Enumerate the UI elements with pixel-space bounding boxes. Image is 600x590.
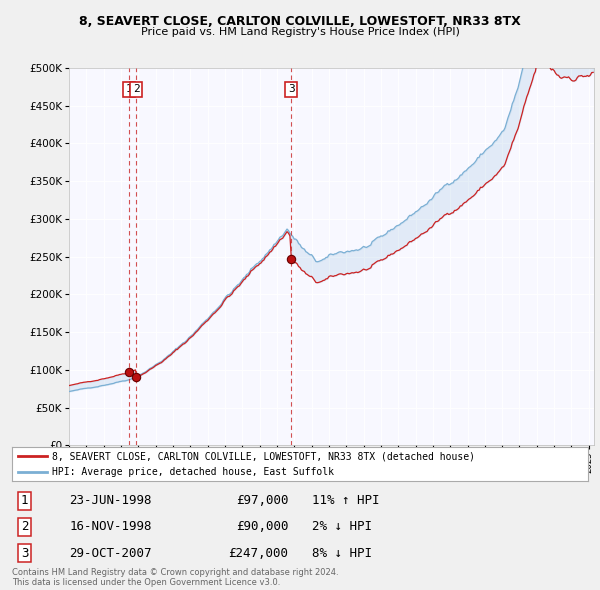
Text: 2: 2 — [133, 84, 140, 94]
Text: HPI: Average price, detached house, East Suffolk: HPI: Average price, detached house, East… — [52, 467, 334, 477]
Text: 3: 3 — [288, 84, 295, 94]
Text: 29-OCT-2007: 29-OCT-2007 — [70, 546, 152, 559]
Text: £97,000: £97,000 — [236, 494, 289, 507]
Text: 1: 1 — [126, 84, 133, 94]
Text: 11% ↑ HPI: 11% ↑ HPI — [311, 494, 379, 507]
Text: 1: 1 — [21, 494, 28, 507]
Text: 3: 3 — [21, 546, 28, 559]
Text: 8, SEAVERT CLOSE, CARLTON COLVILLE, LOWESTOFT, NR33 8TX: 8, SEAVERT CLOSE, CARLTON COLVILLE, LOWE… — [79, 15, 521, 28]
Text: 23-JUN-1998: 23-JUN-1998 — [70, 494, 152, 507]
Text: 8, SEAVERT CLOSE, CARLTON COLVILLE, LOWESTOFT, NR33 8TX (detached house): 8, SEAVERT CLOSE, CARLTON COLVILLE, LOWE… — [52, 451, 475, 461]
Text: 2: 2 — [21, 520, 28, 533]
Text: £90,000: £90,000 — [236, 520, 289, 533]
Text: 16-NOV-1998: 16-NOV-1998 — [70, 520, 152, 533]
Text: 8% ↓ HPI: 8% ↓ HPI — [311, 546, 371, 559]
Text: Contains HM Land Registry data © Crown copyright and database right 2024.
This d: Contains HM Land Registry data © Crown c… — [12, 568, 338, 587]
Text: 2% ↓ HPI: 2% ↓ HPI — [311, 520, 371, 533]
Text: Price paid vs. HM Land Registry's House Price Index (HPI): Price paid vs. HM Land Registry's House … — [140, 27, 460, 37]
Text: £247,000: £247,000 — [229, 546, 289, 559]
